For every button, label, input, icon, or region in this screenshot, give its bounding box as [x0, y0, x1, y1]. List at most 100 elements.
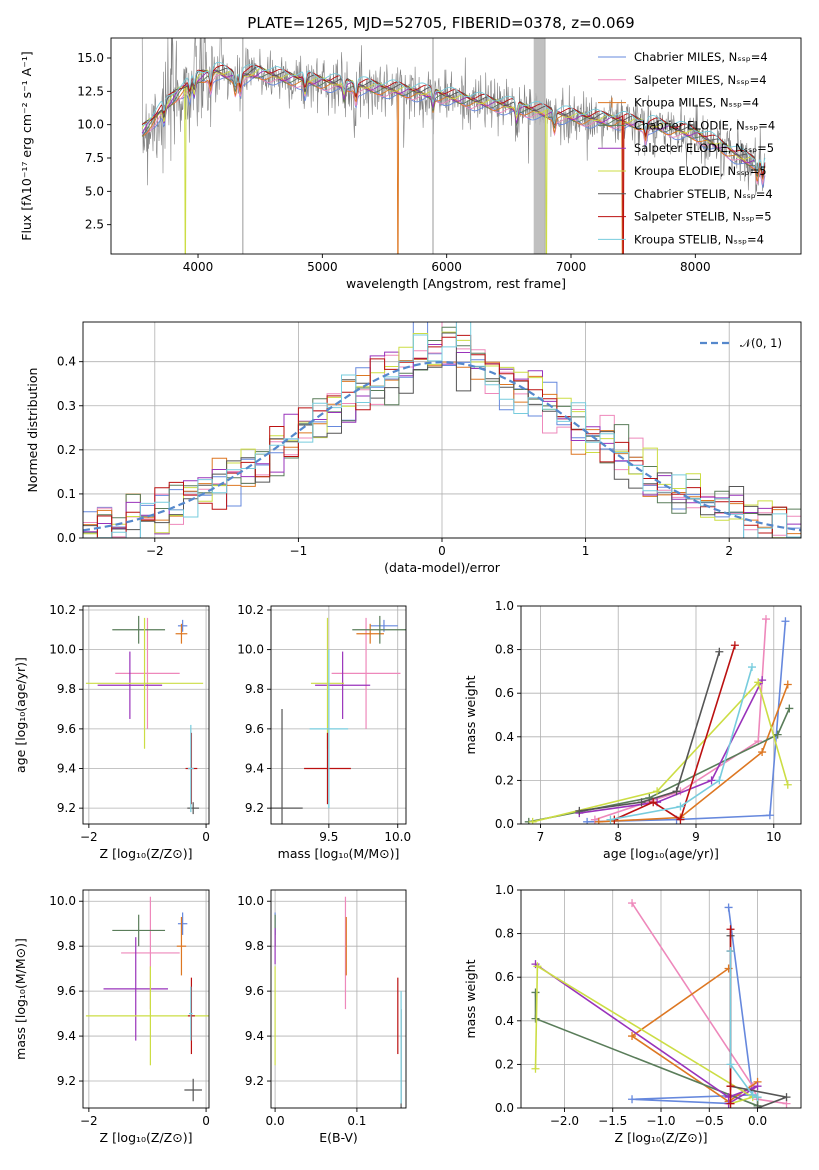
y-tick-label: 9.4	[245, 762, 264, 776]
x-axis-label: Z [log₁₀(Z/Z⊙)]	[100, 1130, 193, 1145]
weight-marker	[637, 798, 646, 807]
model-spectrum-4	[141, 69, 766, 178]
residual-histogram-8	[83, 334, 801, 538]
y-tick-label: 12.5	[77, 84, 104, 98]
x-tick-label: −1.0	[646, 1114, 675, 1128]
weight-marker	[762, 615, 770, 624]
error-point-7	[187, 802, 200, 815]
weight-vs-metallicity-panel: −2.0 −1.5 −1.0 −0.5 0.0 0.0 0.2 0.4 0.6 0.8 1.0 Z […	[463, 883, 802, 1145]
weight-line-6	[532, 680, 789, 823]
x-tick-label: −2	[146, 544, 164, 558]
y-tick-label: 9.6	[57, 984, 76, 998]
x-tick-label: 8	[614, 830, 622, 844]
y-tick-label: 9.6	[245, 722, 264, 736]
axes-frame	[270, 889, 407, 1109]
axes-frame	[520, 605, 802, 825]
weight-marker	[748, 663, 756, 672]
grid-lines	[521, 605, 801, 825]
x-tick-label: 9	[692, 830, 700, 844]
error-point-2	[331, 617, 401, 729]
error-point-6	[310, 617, 345, 749]
mass-vs-extinction-panel: 0.0 0.1 9.2 9.4 9.6 9.8 10.0 E(B-V)	[237, 889, 407, 1145]
grid-lines	[271, 890, 406, 1108]
error-point-4	[112, 615, 166, 644]
grid-lines	[521, 889, 801, 1109]
weight-marker	[672, 787, 681, 796]
x-tick-label: 0.0	[748, 1114, 767, 1128]
x-axis-label: Z [log₁₀(Z/Z⊙)]	[100, 846, 193, 861]
weight-line-9	[610, 666, 753, 821]
error-point-2	[115, 617, 180, 729]
weight-marker	[715, 776, 724, 785]
x-axis-label: (data-model)/error	[384, 560, 501, 575]
normal-curve	[83, 360, 801, 532]
weight-line-7	[579, 651, 721, 812]
x-tick-label: −2	[80, 830, 98, 844]
weight-line-4	[528, 708, 791, 823]
weight-vs-age-panel: 7 8 9 10 0.0 0.2 0.4 0.6 0.8 1.0 age [log₁₀(age/yr…	[463, 599, 802, 861]
y-tick-label: 0.2	[495, 773, 514, 787]
y-tick-label: 0.8	[495, 643, 514, 657]
y-tick-label: 2.5	[85, 218, 104, 232]
axes-frame	[270, 605, 407, 825]
plot-area	[85, 896, 209, 1102]
model-spectrum-9	[141, 61, 766, 173]
x-tick-label: 2	[725, 544, 733, 558]
plot-area	[271, 615, 406, 824]
error-point-7	[184, 1078, 202, 1102]
error-point-4	[112, 914, 166, 947]
weight-marker	[533, 962, 542, 971]
axes-frame	[520, 889, 802, 1109]
weight-line-8	[613, 644, 736, 821]
y-tick-label: 10.0	[49, 894, 76, 908]
error-point-9	[309, 649, 349, 809]
legend-label: Chabrier ELODIE, Nₛₛₚ=4	[634, 118, 775, 132]
weight-marker	[724, 903, 733, 912]
y-tick-label: 9.2	[57, 1074, 76, 1088]
x-tick-label: 5000	[307, 260, 338, 274]
x-tick-label: 10.0	[384, 830, 411, 844]
legend-label: Kroupa MILES, Nₛₛₚ=4	[634, 96, 759, 110]
weight-marker	[628, 1095, 637, 1104]
age-vs-metallicity-panel: −2 0 9.2 9.4 9.6 9.8 10.0 10.2 Z [log₁₀(Z/Z⊙)] ag…	[13, 603, 210, 861]
axes-frame	[110, 37, 802, 255]
error-point-4	[352, 615, 406, 644]
error-point-5	[97, 651, 163, 719]
x-tick-label: 0	[202, 830, 210, 844]
weight-marker	[594, 817, 603, 824]
weight-marker	[753, 1093, 762, 1102]
y-tick-label: 15.0	[77, 51, 104, 65]
y-tick-label: 0.6	[495, 686, 514, 700]
grid-lines	[271, 606, 406, 824]
x-tick-label: 0	[202, 1114, 210, 1128]
age-vs-mass-panel: 9.5 10.0 9.2 9.4 9.6 9.8 10.0 10.2 mass [log₁₀(M…	[237, 603, 411, 861]
weight-marker	[726, 1060, 735, 1069]
error-point-8	[304, 732, 351, 805]
weight-marker	[531, 988, 540, 997]
weight-line-4	[534, 992, 759, 1107]
residual-histogram-9	[83, 322, 801, 538]
y-tick-label: 0.1	[57, 487, 76, 501]
y-tick-label: 0.0	[57, 531, 76, 545]
weight-line-1	[631, 907, 754, 1105]
spectrum-legend: Chabrier MILES, Nₛₛₚ=4 Salpeter MILES, Nₛ…	[598, 50, 775, 246]
masked-band	[533, 38, 545, 254]
weight-marker	[676, 815, 685, 824]
y-tick-label: 0.3	[57, 399, 76, 413]
y-tick-label: 9.8	[57, 939, 76, 953]
error-point-9	[187, 724, 194, 813]
weight-marker	[715, 647, 724, 656]
error-point-5	[103, 937, 168, 1041]
plot-area	[83, 322, 801, 538]
y-axis-label: Normed distribution	[25, 368, 40, 493]
error-point-9	[189, 986, 193, 1041]
legend-label: Salpeter STELIB, Nₛₛₚ=5	[634, 210, 772, 224]
y-tick-label: 9.4	[57, 1029, 76, 1043]
residuals-panel: −2 −1 0 1 2 0.0 0.1 0.2 0.3 0.4 (data-model)/error…	[25, 321, 802, 575]
y-tick-label: 9.6	[57, 722, 76, 736]
legend-label: 𝒩(0, 1)	[740, 336, 782, 350]
y-tick-label: 10.0	[77, 118, 104, 132]
weight-marker	[753, 1104, 762, 1108]
y-tick-label: 10.2	[237, 603, 264, 617]
x-tick-label: −1.5	[598, 1114, 627, 1128]
